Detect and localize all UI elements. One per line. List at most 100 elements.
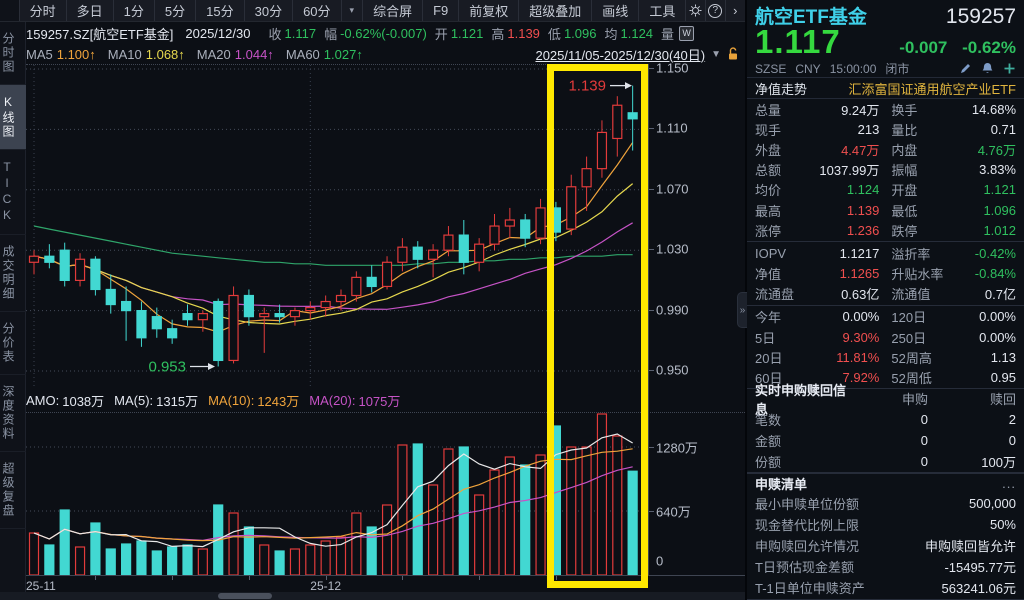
sidebar-tab-超级复盘[interactable]: 超级复盘 <box>0 452 26 529</box>
volume-chart[interactable] <box>26 413 648 576</box>
wp-icon[interactable]: W <box>679 25 695 41</box>
time-label: 25-12 <box>310 579 341 593</box>
scrollbar-thumb[interactable] <box>218 593 272 599</box>
range-selector[interactable]: 2025/11/05-2025/12/30(40日) <box>535 47 706 63</box>
quote-label: 外盘 <box>755 142 782 158</box>
quote-row: 净值 1.1265 升贴水率 -0.84% <box>747 264 1024 284</box>
toolbar-period-多日[interactable]: 多日 <box>67 0 114 21</box>
ma-value: 1.044↑ <box>234 46 274 62</box>
quote-value: 11.81% <box>836 349 880 365</box>
toolbar-tool-F9[interactable]: F9 <box>423 0 460 21</box>
price-axis-label: 1.030 <box>656 241 689 257</box>
toolbar-tool-超级叠加[interactable]: 超级叠加 <box>519 0 593 21</box>
chart-scrollbar[interactable] <box>0 592 745 600</box>
lock-icon[interactable] <box>727 47 739 61</box>
quote-label: 今年 <box>755 310 782 326</box>
alert-bell-icon[interactable] <box>981 62 994 75</box>
subscription-value: 0 <box>920 411 928 427</box>
toolbar-period-5分[interactable]: 5分 <box>155 0 197 21</box>
subscription-title: 实时申购赎回信息 <box>755 382 847 417</box>
price-axis-label: 0.990 <box>656 302 689 318</box>
redeem-list-header: 申赎清单 ... <box>747 471 1024 493</box>
quote-row: 今年 0.00% 120日 0.00% <box>747 307 1024 327</box>
redeem-label: T-1日单位申赎资产 <box>755 580 865 596</box>
quote-row: 5日 9.30% 250日 0.00% <box>747 327 1024 347</box>
help-icon[interactable]: ? <box>706 0 726 21</box>
sidebar-tab-TICK[interactable]: TICK <box>0 150 26 235</box>
sidebar-tab-分价表[interactable]: 分价表 <box>0 312 26 375</box>
quote-value: 0.95 <box>990 370 1016 386</box>
redeem-label: T日预估现金差额 <box>755 559 854 575</box>
redeem-value: 申购赎回皆允许 <box>924 538 1016 554</box>
toolbar-tool-前复权[interactable]: 前复权 <box>459 0 520 21</box>
subscription-value: 2 <box>1008 411 1016 427</box>
quote-label: 现手 <box>755 122 782 138</box>
toolbar-period-1分[interactable]: 1分 <box>114 0 155 21</box>
quote-row: 现手 213 量比 0.71 <box>747 119 1024 139</box>
change-pct: -0.62% <box>962 38 1016 57</box>
toolbar-tool-画线[interactable]: 画线 <box>592 0 640 21</box>
redeem-value: 563241.06元 <box>941 580 1016 596</box>
sidebar-tab-成交明细[interactable]: 成交明细 <box>0 235 26 312</box>
amo-value: 1243万 <box>257 393 300 409</box>
sidebar-tab-K线图[interactable]: K线图 <box>0 85 26 150</box>
info-field-label: 均 <box>604 26 618 42</box>
ma-label: MA20 <box>196 46 231 62</box>
more-button[interactable]: ... <box>1002 475 1016 491</box>
info-field-value: 1.124 <box>620 25 654 41</box>
range-dropdown-icon[interactable]: ▼ <box>711 48 721 60</box>
quote-row: 最高 1.139 最低 1.096 <box>747 200 1024 220</box>
info-field-label: 幅 <box>324 26 338 42</box>
quote-label: 流通盘 <box>755 287 795 303</box>
amo-value: 1075万 <box>358 393 401 409</box>
quote-row: 均价 1.124 开盘 1.121 <box>747 180 1024 200</box>
kline-chart[interactable]: 1.139 0.953 <box>26 64 648 389</box>
toolbar-period-30分[interactable]: 30分 <box>245 0 294 21</box>
quote-value: 0.63亿 <box>841 287 880 303</box>
quote-value: 213 <box>857 121 880 137</box>
redeem-list-title: 申赎清单 <box>755 476 808 492</box>
axis-tick <box>649 249 654 251</box>
toolbar-period-15分[interactable]: 15分 <box>196 0 245 21</box>
collapse-handle[interactable]: » <box>737 292 747 328</box>
volume-axis-label: 0 <box>656 553 664 569</box>
sidebar-tab-分时图[interactable]: 分时图 <box>0 22 26 85</box>
nav-trend-link[interactable]: 净值走势 <box>755 81 808 97</box>
gear-icon[interactable] <box>686 0 706 21</box>
redeem-label: 申购赎回允许情况 <box>755 538 860 554</box>
quote-row: 60日 7.92% 52周低 0.95 <box>747 367 1024 387</box>
add-icon[interactable] <box>1003 62 1016 75</box>
quote-label: 流通值 <box>891 287 931 303</box>
ma-value: 1.068↑ <box>145 46 185 62</box>
quote-label: 升贴水率 <box>891 267 944 283</box>
subscription-label: 份额 <box>755 454 782 470</box>
price-change: -0.007 -0.62% <box>899 38 1016 58</box>
quote-value: 1037.99万 <box>819 163 880 179</box>
quote-row: 总量 9.24万 换手 14.68% <box>747 99 1024 119</box>
quote-value: 9.24万 <box>841 102 880 118</box>
subscription-section-header: 实时申购赎回信息 申购 赎回 <box>747 383 1024 417</box>
price-axis: 1.150 1.110 1.070 1.030 0.990 0.950 <box>649 61 745 388</box>
info-field-value: 1.121 <box>450 25 484 41</box>
quote-label: 涨停 <box>755 223 782 239</box>
quote-value: 0.7亿 <box>984 287 1016 303</box>
toolbar-tool-综合屏[interactable]: 综合屏 <box>363 0 424 21</box>
toolbar-period-60分[interactable]: 60分 <box>293 0 342 21</box>
info-field-label: 低 <box>547 26 561 42</box>
info-field-value: 1.096 <box>563 25 597 41</box>
period-dropdown-icon[interactable]: ▾ <box>342 0 364 21</box>
help-glyph: ? <box>708 3 723 18</box>
redeem-row: 申购赎回允许情况 申购赎回皆允许 <box>747 535 1024 556</box>
sidebar-tab-深度资料[interactable]: 深度资料 <box>0 375 26 452</box>
collapse-handle-icon: » <box>739 304 746 316</box>
quote-label: 量比 <box>891 122 918 138</box>
svg-text:1.139: 1.139 <box>568 78 606 95</box>
fund-name-link[interactable]: 汇添富国证通用航空产业ETF <box>848 81 1016 97</box>
toolbar-tool-工具[interactable]: 工具 <box>639 0 687 21</box>
window-corner-button[interactable] <box>0 0 20 21</box>
quote-row: 20日 11.81% 52周高 1.13 <box>747 347 1024 367</box>
toolbar-period-分时[interactable]: 分时 <box>20 0 67 21</box>
edit-icon[interactable] <box>959 62 972 75</box>
quote-value: 4.47万 <box>841 142 880 158</box>
toolbar-expand-icon[interactable]: › <box>726 0 745 21</box>
